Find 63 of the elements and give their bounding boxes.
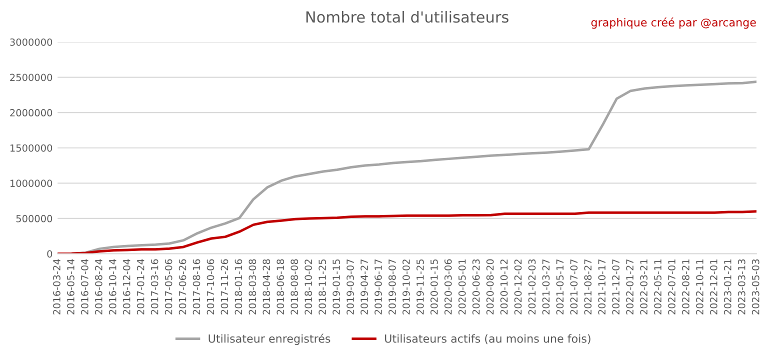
legend-label: Utilisateur enregistrés [208,334,330,345]
x-tick-label: 2021-07-07 [570,259,578,314]
x-tick-label: 2016-12-04 [122,259,130,314]
x-tick-label: 2022-03-21 [640,260,648,314]
x-tick-label: 2016-03-24 [53,259,60,314]
x-tick-label: 2020-12-02 [514,260,522,314]
x-tick-label: 2019-03-07 [346,259,354,314]
x-tick-label: 2017-05-06 [164,259,172,314]
x-tick-label: 2021-03-27 [542,259,550,314]
y-tick-label: 0 [47,250,52,258]
x-tick-label: 2017-11-26 [220,259,228,314]
x-tick-label: 2017-08-16 [192,259,200,314]
x-tick-label: 2021-05-17 [556,259,564,314]
x-tick-label: 2021-02-03 [528,259,536,314]
x-tick-label: 2023-03-13 [738,259,746,314]
x-tick-label: 2019-04-27 [360,259,368,314]
x-tick-label: 2016-07-04 [81,259,88,314]
x-tick-label: 2018-10-02 [304,260,312,314]
x-tick-label: 2018-06-18 [276,259,284,314]
x-tick-label: 2019-06-17 [374,259,382,314]
x-tick-label: 2023-01-21 [724,260,732,314]
x-tick-label: 2016-05-14 [67,259,74,314]
x-tick-label: 2022-10-11 [696,260,704,314]
y-tick-label: 500000 [16,214,52,222]
x-tick-label: 2017-06-26 [178,259,186,314]
x-tick-label: 2023-05-03 [752,259,760,314]
y-tick-label: 3000000 [10,38,52,46]
x-tick-label: 2019-08-07 [388,259,396,314]
x-tick-label: 2018-01-16 [234,259,242,314]
x-tick-label: 2022-07-01 [668,260,676,314]
x-tick-label: 2020-08-20 [486,259,494,314]
x-tick-label: 2017-10-06 [206,259,214,314]
chart-title: Nombre total d'utilisateurs [306,10,508,23]
line-series [58,210,756,254]
x-tick-label: 2022-12-01 [710,260,718,314]
x-tick-label: 2018-11-25 [318,259,326,314]
x-tick-label: 2020-05-01 [458,260,466,314]
x-tick-label: 2018-08-08 [290,259,298,314]
x-tick-label: 2021-12-07 [612,259,620,314]
x-tick-label: 2016-08-24 [95,259,102,314]
x-tick-label: 2022-05-11 [654,260,662,314]
x-tick-label: 2017-01-24 [136,259,144,314]
x-tick-label: 2020-10-12 [500,260,508,314]
y-tick-label: 1500000 [10,144,52,152]
x-tick-label: 2019-01-15 [332,259,340,314]
x-tick-label: 2021-08-27 [584,259,592,314]
y-tick-label: 2500000 [10,74,52,82]
y-tick-label: 2000000 [10,109,52,116]
x-tick-label: 2022-01-27 [626,259,634,314]
x-tick-label: 2019-11-25 [416,259,424,314]
x-tick-label: 2022-08-21 [682,260,690,314]
x-tick-label: 2018-04-28 [262,259,270,314]
x-tick-label: 2017-03-16 [150,259,158,314]
x-tick-label: 2016-10-14 [108,259,116,314]
legend-label: Utilisateurs actifs (au moins une fois) [385,334,590,344]
x-tick-label: 2018-03-08 [248,259,256,314]
x-tick-label: 2020-06-23 [472,259,480,314]
x-tick-label: 2019-10-02 [402,260,410,314]
x-tick-label: 2020-03-06 [444,259,452,314]
x-tick-label: 2020-01-15 [430,259,438,314]
y-tick-label: 1000000 [10,180,52,187]
x-tick-label: 2021-10-17 [598,259,606,314]
text: graphique créé par @arcange [591,18,756,29]
